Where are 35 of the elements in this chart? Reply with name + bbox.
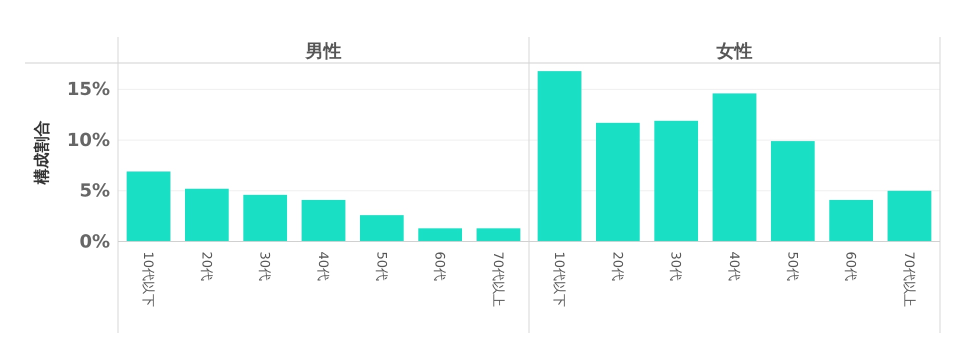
bar [888,190,932,242]
bar [712,93,756,242]
bar [476,228,520,242]
x-tick-label: 50代 [784,252,800,282]
x-tick-label: 50代 [373,252,388,282]
bar [654,120,698,242]
bar [360,215,404,242]
x-tick-label: 30代 [668,252,683,282]
x-tick-label: 70代以上 [900,252,916,308]
x-tick-label: 30代 [256,252,272,282]
x-tick-label: 10代以下 [550,252,566,308]
bar [538,71,582,242]
bar [302,200,346,242]
y-tick-label: 0% [79,231,110,252]
bar [126,172,170,242]
x-tick-label: 20代 [609,252,624,282]
bar [770,141,815,242]
x-tick-label: 60代 [842,252,858,282]
x-tick-label: 10代以下 [140,252,155,308]
y-axis-title: 構成割合 [32,120,51,186]
y-tick-label: 10% [66,130,110,151]
bar [184,188,229,242]
y-tick-label: 15% [66,79,110,100]
bar [418,228,462,242]
bar [243,194,288,242]
x-tick-label: 40代 [314,252,330,282]
chart-title: 男性 [304,41,342,62]
x-tick-label: 20代 [198,252,214,282]
x-tick-label: 60代 [432,252,447,282]
bar [829,200,874,242]
bar [596,122,640,242]
x-tick-label: 70代以上 [490,252,505,308]
chart-title: 女性 [716,41,752,62]
x-tick-label: 40代 [726,252,741,282]
y-tick-label: 5% [79,180,110,202]
